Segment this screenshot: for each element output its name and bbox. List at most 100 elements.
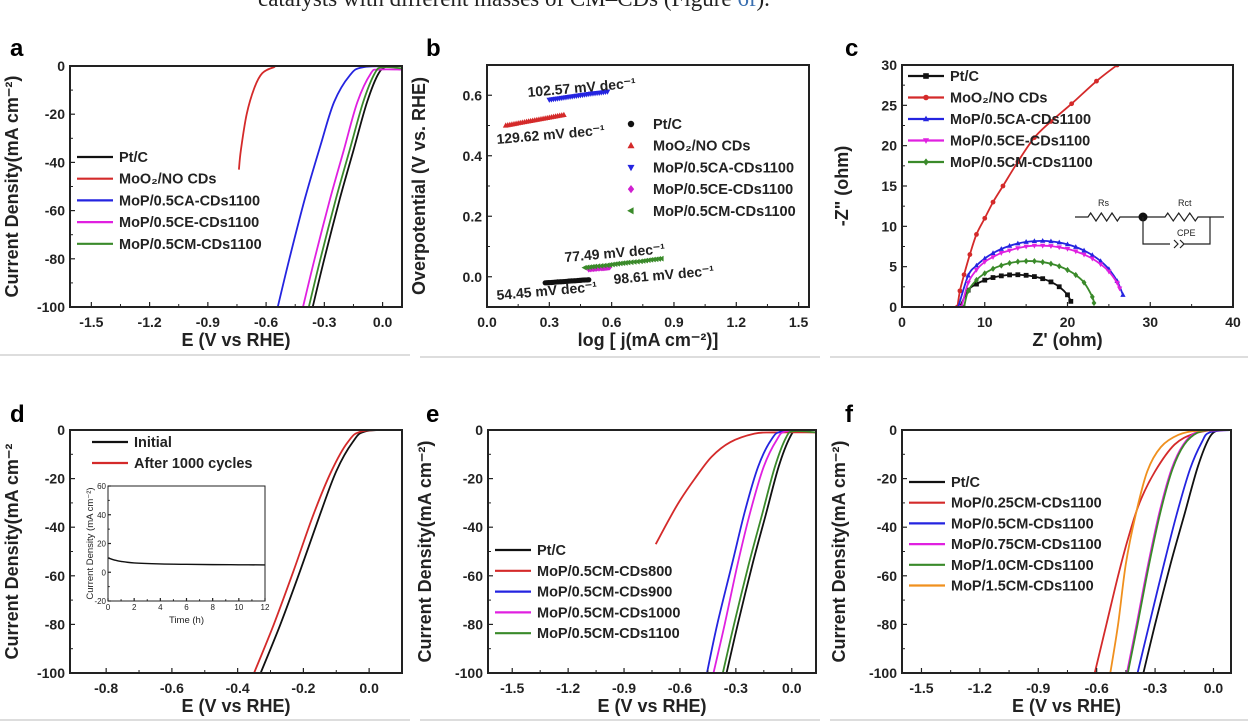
legend-item: MoP/0.5CM-CDs1100: [909, 516, 1094, 532]
x-tick-label: -0.6: [160, 680, 184, 696]
series-line-1: [253, 430, 402, 673]
y-axis-label: Current Density(mA cm⁻²): [829, 441, 849, 663]
legend-item: MoP/1.5CM-CDs1100: [909, 579, 1094, 595]
data-point: [1114, 280, 1120, 286]
y-tick-label: 15: [881, 178, 897, 194]
legend-marker: [922, 115, 930, 122]
data-point: [1081, 247, 1087, 253]
data-point: [982, 255, 988, 261]
y-tick-label: -60: [45, 568, 65, 584]
series-layer: [955, 65, 1126, 307]
data-point: [1040, 276, 1046, 282]
data-point: [1007, 272, 1012, 278]
data-point: [606, 262, 613, 268]
data-point: [604, 262, 610, 269]
data-point: [982, 277, 988, 283]
data-point: [1031, 238, 1038, 244]
y-tick-label: 20: [881, 138, 897, 154]
data-point: [631, 259, 637, 265]
legend: Pt/C MoO₂/NO CDs MoP/0.5CA-CDs1100 MoP/0.5C…: [627, 117, 796, 220]
data-point: [622, 259, 628, 266]
y-axis-label: Overpotential (V vs. RHE): [409, 77, 429, 295]
data-point: [595, 263, 601, 270]
legend-item: MoP/0.75CM-CDs1100: [909, 537, 1102, 553]
x-tick-label: -1.5: [79, 314, 103, 330]
legend-marker: [627, 164, 635, 172]
x-tick-label: 2: [132, 603, 137, 612]
legend-label: MoP/0.5CE-CDs1100: [653, 182, 793, 198]
legend-item: MoO₂/NO CDs: [908, 91, 1047, 107]
data-point: [655, 256, 661, 262]
tafel-slope-annotation: 54.45 mV dec⁻¹: [496, 278, 598, 303]
data-point: [965, 272, 971, 278]
y-tick-label: -80: [877, 616, 897, 632]
data-point: [1068, 298, 1074, 304]
y-tick-label: 25: [881, 97, 897, 113]
x-tick-label: -0.9: [612, 680, 636, 696]
y-tick-label: 10: [881, 218, 897, 234]
data-point: [1089, 293, 1095, 300]
data-point: [653, 256, 659, 263]
data-point: [614, 260, 620, 267]
legend-label: MoO₂/NO CDs: [950, 91, 1047, 107]
data-point: [634, 258, 640, 265]
legend-item: Pt/C: [495, 543, 567, 559]
legend-label: MoP/0.5CA-CDs1100: [653, 160, 794, 176]
y-tick-label: -40: [877, 519, 897, 535]
x-tick-label: 0.0: [477, 314, 497, 330]
y-tick-label: 30: [881, 57, 897, 73]
y-tick-label: 0.0: [463, 269, 483, 285]
y-tick-label: -20: [877, 471, 897, 487]
series-line-4: [721, 430, 816, 673]
data-point: [1040, 258, 1046, 266]
legend-item: MoP/0.5CE-CDs1100: [77, 215, 259, 231]
legend-item: Pt/C: [909, 475, 981, 491]
data-point: [1023, 257, 1029, 265]
legend-label: Pt/C: [119, 150, 149, 166]
y-tick-label: -80: [463, 616, 483, 632]
data-point: [598, 263, 604, 269]
x-tick-label: -0.9: [196, 314, 220, 330]
y-tick-label: -80: [45, 616, 65, 632]
legend-label: MoO₂/NO CDs: [119, 172, 216, 188]
series-line-4: [307, 66, 402, 307]
x-axis-label: E (V vs RHE): [181, 696, 290, 716]
legend-label: MoP/0.5CM-CDs1100: [951, 516, 1094, 532]
x-tick-label: 0.0: [373, 314, 393, 330]
x-tick-label: 0.0: [782, 680, 802, 696]
data-point: [658, 255, 664, 262]
resistor-rs-rct: [1075, 211, 1224, 223]
x-tick-label: -1.2: [138, 314, 162, 330]
legend-item: MoP/0.5CM-CDs1100: [627, 204, 796, 220]
data-point: [1023, 244, 1029, 250]
x-axis-label: Time (h): [169, 615, 204, 626]
data-point: [650, 256, 656, 263]
data-point: [586, 277, 592, 283]
data-point: [586, 264, 592, 270]
data-point: [1073, 271, 1079, 279]
data-point: [617, 260, 623, 267]
data-point: [998, 251, 1004, 256]
data-point: [645, 257, 651, 264]
series-layer: [108, 557, 265, 566]
data-point: [1048, 279, 1054, 285]
data-point: [998, 246, 1004, 251]
figure-link[interactable]: 6f: [737, 0, 756, 11]
x-tick-label: -0.6: [668, 680, 692, 696]
x-tick-label: 10: [234, 603, 243, 612]
data-point: [1048, 260, 1054, 267]
legend-item: Pt/C: [77, 150, 149, 166]
x-tick-label: -0.3: [1143, 680, 1167, 696]
x-tick-label: 0.0: [359, 680, 379, 696]
legend-marker: [923, 94, 929, 101]
panel-label: f: [845, 401, 854, 428]
legend-label: Pt/C: [537, 543, 567, 559]
data-point: [990, 199, 996, 205]
data-point: [601, 262, 607, 269]
x-tick-label: 4: [158, 603, 163, 612]
data-point: [1056, 284, 1062, 290]
legend-item: MoP/0.5CM-CDs900: [495, 585, 672, 601]
x-tick-label: 0: [898, 314, 906, 330]
series-layer: [238, 66, 402, 307]
